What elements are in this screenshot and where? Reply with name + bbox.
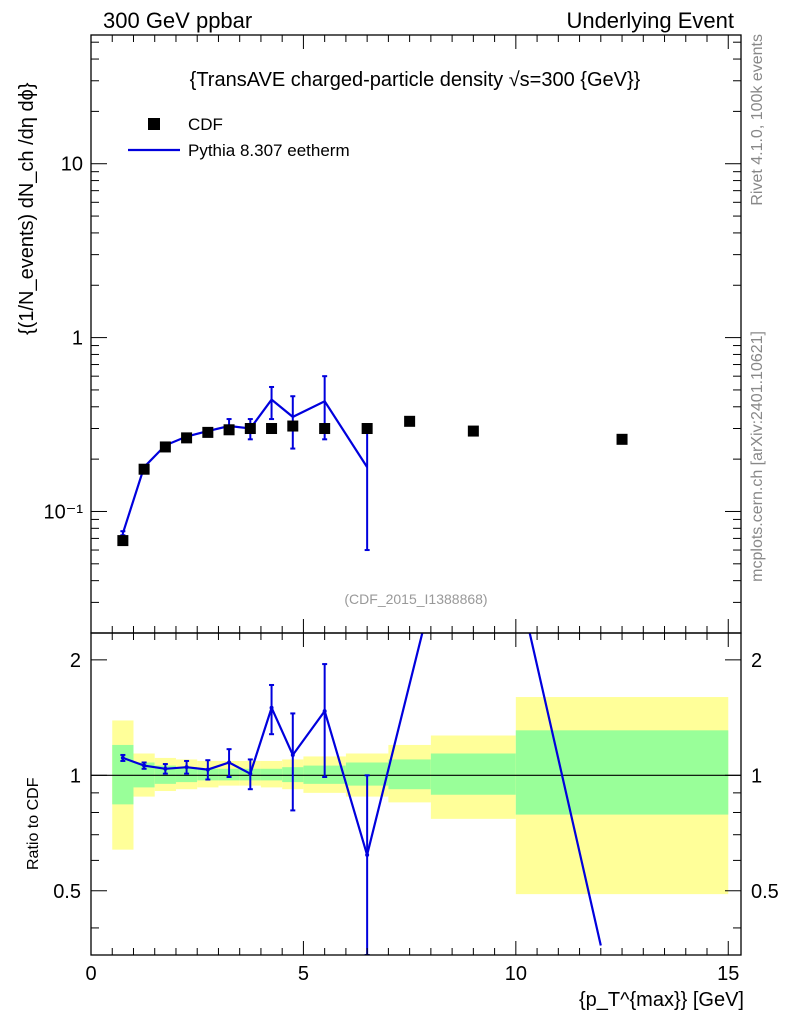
ratio-y-tick-label-right: 0.5 [751, 881, 779, 903]
x-tick-label: 0 [85, 963, 96, 985]
ratio-point [269, 705, 274, 710]
cdf-data-point [117, 535, 129, 547]
ratio-y-tick-label-right: 2 [751, 650, 762, 672]
ratio-point [290, 752, 295, 757]
mcplots-reference-label: mcplots.cern.ch [arXiv:2401.10621] [749, 331, 766, 582]
ratio-band-inner [515, 730, 729, 815]
ratio-band-inner [388, 759, 431, 790]
x-axis-title: {p_T^{max}} [GeV] [579, 989, 744, 1011]
cdf-data-point [181, 432, 193, 444]
ratio-point [227, 760, 232, 765]
cdf-data-point [404, 415, 416, 427]
ratio-point [248, 771, 253, 776]
legend-marker-cdf [148, 118, 160, 130]
ratio-band-inner [345, 762, 389, 786]
ratio-point [184, 765, 189, 770]
ratio-y-tick-label: 0.5 [53, 881, 81, 903]
ratio-y-tick-label: 2 [70, 650, 81, 672]
ratio-y-tick-label-right: 1 [751, 765, 762, 787]
main-plot: 10⁻¹ 1 10 [44, 34, 742, 634]
rivet-version-label: Rivet 4.1.0, 100k events [749, 34, 766, 206]
x-tick-label: 15 [717, 963, 739, 985]
chart-title: {TransAVE charged-particle density √s=30… [190, 69, 641, 91]
ratio-point [205, 767, 210, 772]
ratio-band-inner [430, 753, 516, 795]
cdf-data-point [361, 423, 373, 435]
legend-label: CDF [188, 115, 223, 134]
cdf-data-point [287, 420, 299, 432]
ratio-series-group [120, 633, 602, 955]
cdf-data-point [319, 423, 331, 435]
ratio-plot-frame [90, 632, 742, 956]
legend: CDF Pythia 8.307 eetherm [128, 115, 350, 160]
y-tick-label: 10 [61, 154, 83, 176]
x-tick-label: 10 [505, 963, 527, 985]
cdf-data-point [244, 423, 256, 435]
ratio-band-inner [260, 768, 283, 781]
header-left-label: 300 GeV ppbar [103, 8, 252, 33]
ratio-band-inner [112, 744, 134, 805]
ratio-y-tick-label: 1 [70, 765, 81, 787]
cdf-data-point [202, 426, 214, 438]
y-axis-title: {(1/N_events) dN_ch /dη dϕ} [16, 82, 38, 335]
x-tick-label: 5 [298, 963, 309, 985]
analysis-id-label: (CDF_2015_I1388868) [344, 591, 487, 607]
cdf-data-point [266, 423, 278, 435]
pythia-series-line [121, 398, 369, 534]
cdf-data-point [138, 463, 150, 475]
header-right-label: Underlying Event [566, 8, 734, 33]
ratio-point [365, 852, 370, 857]
ratio-series-line [122, 633, 602, 946]
cdf-data-point [223, 424, 235, 436]
ratio-plot: 0 5 10 15 0.5 0.5 1 1 2 2 [53, 632, 779, 985]
ratio-y-axis-title: Ratio to CDF [25, 777, 42, 870]
cdf-data-point [467, 425, 479, 437]
ratio-point [163, 766, 168, 771]
ratio-point [142, 763, 147, 768]
cdf-data-point [616, 433, 628, 445]
cdf-data-point [159, 441, 171, 453]
y-tick-label: 1 [72, 328, 83, 350]
y-tick-label: 10⁻¹ [44, 501, 84, 523]
legend-label: Pythia 8.307 eetherm [188, 141, 350, 160]
ratio-point [322, 709, 327, 714]
ratio-point [120, 755, 125, 760]
